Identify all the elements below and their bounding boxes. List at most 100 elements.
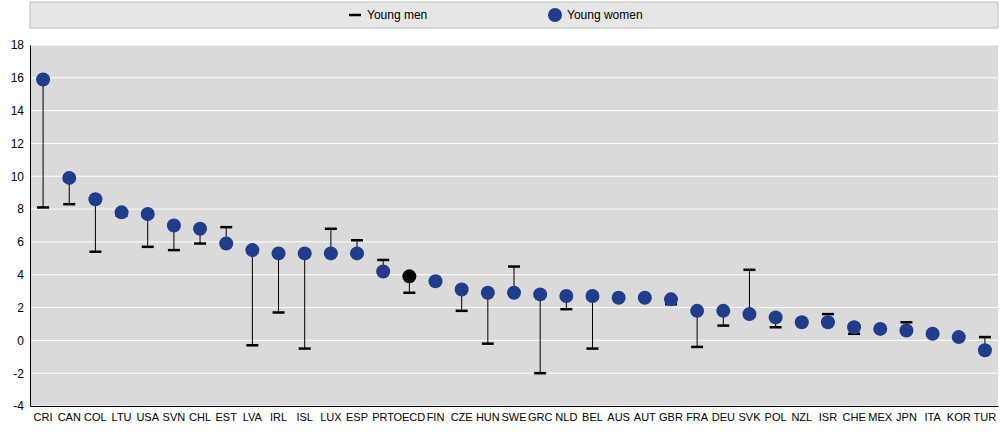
men-marker [534,372,546,375]
women-marker [899,324,913,338]
women-marker [978,343,992,357]
women-marker [952,330,966,344]
women-marker [88,192,102,206]
range-line [252,250,253,345]
men-marker [220,226,232,229]
y-axis: -4-2024681012141618 [11,38,31,413]
men-marker [822,313,834,316]
women-marker [585,289,599,303]
y-tick: 14 [11,104,30,118]
x-tick-label: NLD [555,411,577,423]
men-marker [37,206,49,209]
men-marker [377,259,389,262]
women-marker [638,291,652,305]
men-marker [194,242,206,245]
x-tick-label: GRC [528,411,553,423]
x-tick-label: NZL [791,411,812,423]
x-tick: ESP [346,406,368,423]
marks [36,72,992,373]
men-marker [63,203,75,206]
x-tick: ISL [296,406,313,423]
women-marker [115,205,129,219]
men-marker [560,308,572,311]
men-marker [246,344,258,347]
x-tick-label: SWE [501,411,526,423]
y-tick-label: 14 [11,104,25,118]
y-tick: 8 [17,202,30,216]
range-line [592,296,593,349]
y-tick-label: 6 [17,235,24,249]
x-tick-label: CHL [189,411,211,423]
x-tick: HUN [476,406,500,423]
x-tick-label: BEL [582,411,603,423]
legend-label: Young men [367,8,427,22]
y-axis-line [30,46,31,407]
women-marker [376,264,390,278]
women-marker [455,282,469,296]
x-tick: CZE [451,406,473,423]
men-marker [900,321,912,324]
x-tick-label: JPN [896,411,917,423]
women-marker [219,237,233,251]
men-marker [456,310,468,313]
women-marker [769,310,783,324]
y-tick: 0 [17,334,30,348]
x-tick: CAN [58,406,81,423]
grid-line [30,143,998,144]
x-tick: AUS [607,406,630,423]
men-marker [979,336,991,339]
x-tick: ITA [924,406,941,423]
x-tick: PRT [372,406,394,423]
men-marker [351,239,363,242]
x-tick: ISR [819,406,837,423]
y-tick: -4 [13,399,30,413]
range-line [487,293,488,344]
x-tick: NLD [555,406,577,423]
women-marker [873,322,887,336]
range-line [540,294,541,373]
women-marker [350,246,364,260]
y-tick-label: 4 [17,268,24,282]
x-tick: OECD [393,406,425,423]
men-marker [482,342,494,345]
men-marker [325,228,337,231]
y-tick: 4 [17,268,30,282]
x-tick-label: SVK [738,411,761,423]
y-tick: 10 [11,170,30,184]
range-line [95,199,96,252]
women-marker [533,287,547,301]
x-axis-line [31,406,999,407]
y-tick-label: 18 [11,38,25,52]
x-tick-label: CAN [58,411,81,423]
x-tick-label: MEX [868,411,893,423]
x-tick-label: IRL [270,411,287,423]
x-tick-label: DEU [712,411,735,423]
x-tick: CRI [34,406,53,423]
x-tick: AUT [634,406,656,423]
women-marker [847,320,861,334]
y-tick-label: 16 [11,71,25,85]
x-tick-label: CHE [842,411,865,423]
x-tick-label: CZE [451,411,473,423]
women-marker [612,291,626,305]
women-marker [559,289,573,303]
women-marker [324,246,338,260]
x-tick-label: ISR [819,411,837,423]
x-tick-label: KOR [947,411,971,423]
men-marker [299,347,311,350]
grid-line [30,406,998,407]
range-line [43,79,44,207]
women-marker [664,292,678,306]
x-tick: LVA [243,406,263,423]
y-tick: -2 [13,367,30,381]
x-tick: NZL [791,406,812,423]
x-tick-label: COL [84,411,107,423]
grid-line [30,209,998,210]
x-tick: CHL [189,406,211,423]
men-marker [691,346,703,349]
women-marker [36,72,50,86]
women-marker [272,246,286,260]
x-tick-label: ESP [346,411,368,423]
x-tick: SVN [163,406,186,423]
men-marker [717,324,729,327]
